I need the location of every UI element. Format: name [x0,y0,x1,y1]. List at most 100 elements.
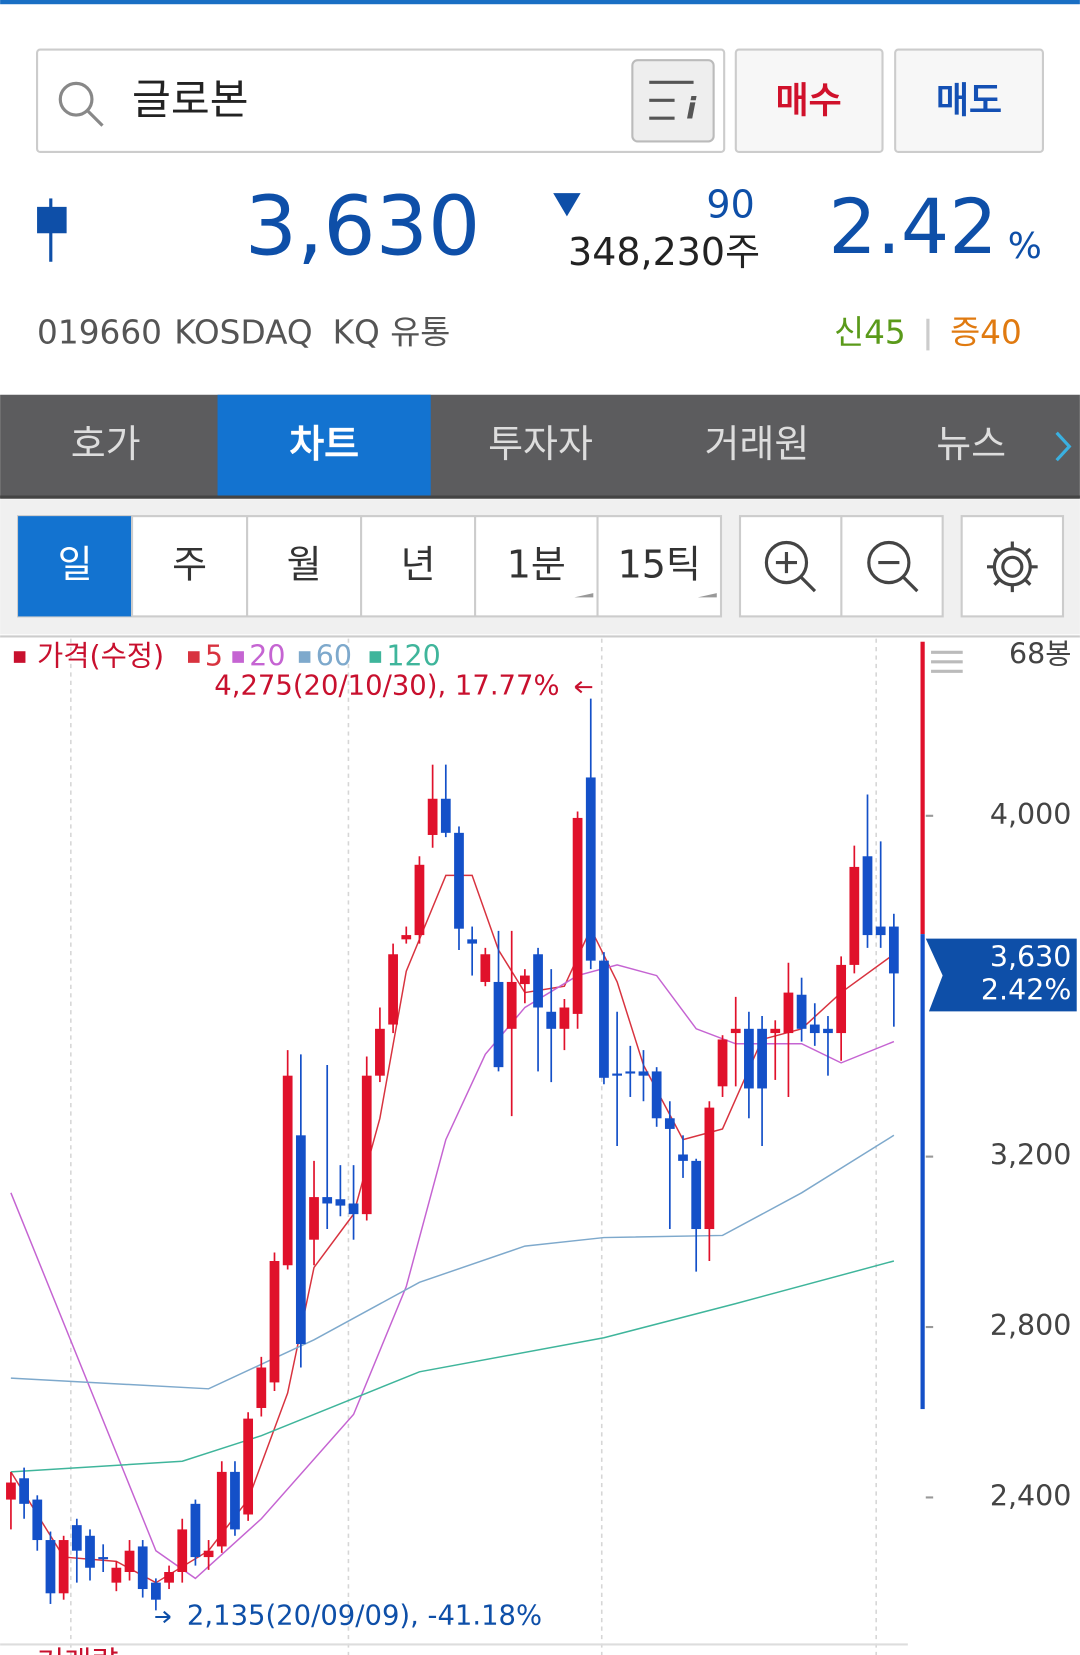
change: 90 [706,182,754,226]
high-arrow [574,681,593,694]
candle-body [875,926,886,936]
candle-body [71,1525,82,1551]
period[interactable]: 주 [172,542,207,586]
rate-unit: % [1008,226,1042,267]
candle-body [625,1071,636,1074]
tab-bar [0,394,1080,499]
candle-body [493,981,504,1068]
legend-swatch [369,651,382,663]
price: 3,630 [245,180,481,275]
bar-count: 68봉 [1009,637,1071,670]
candle-body [256,1367,267,1408]
settings-button[interactable] [960,515,1065,618]
candle-body [757,1028,767,1089]
candle-body [717,1039,728,1087]
tab[interactable]: 호가 [71,422,141,466]
candle-body [888,926,899,974]
candle-body [269,1260,280,1383]
candle-body [730,1028,741,1034]
buy-label: 매수 [776,80,842,121]
period[interactable]: 15틱 [618,542,701,586]
low-annotation: 2,135(20/09/09), -41.18% [187,1601,542,1632]
candle-body [585,777,596,961]
candle-body [111,1567,122,1583]
legend-label: 60 [316,640,352,673]
period[interactable]: 일 [58,542,93,586]
candle-body [599,960,609,1078]
candle-body [638,1071,649,1076]
candle-body [559,1007,570,1029]
tab[interactable]: 차트 [289,422,359,466]
period[interactable]: 월 [287,542,322,586]
moving-average-line [10,1134,895,1390]
candle-body [388,954,398,1025]
candle-body [85,1535,95,1568]
candle-body [467,939,478,944]
candle-body [546,1011,557,1029]
search-icon [58,81,94,117]
candle-body [216,1471,227,1547]
margin: 증40 [950,314,1022,352]
candle-body [862,856,873,936]
zoom-in-button[interactable] [764,540,817,593]
candle-body [651,1071,662,1119]
settings-icon [986,541,1038,593]
last-rate: 2.42% [981,973,1072,1006]
y-tick-label: 2,400 [990,1479,1072,1512]
candle-body [19,1478,29,1504]
legend-swatch [187,651,200,663]
candle-body [427,798,438,835]
candle-body [678,1154,688,1161]
high-annotation: 4,275(20/10/30), 17.77% [214,671,559,702]
candle-body [691,1160,702,1230]
search-box[interactable] [36,48,726,154]
tab[interactable]: 뉴스 [936,422,1006,466]
menu-icon [649,80,694,120]
candle-body [6,1482,16,1500]
candle-body [744,1028,754,1089]
moving-average-line [10,874,895,1584]
zoom-out-button[interactable] [867,540,919,593]
candle-body [572,817,583,1014]
chart-menu[interactable] [931,650,963,673]
y-tick-label: 2,800 [990,1309,1072,1342]
volume: 348,230주 [568,230,760,274]
candle-body [506,981,517,1029]
range-bar-down [920,934,925,1410]
candle-body [58,1540,69,1594]
candle-icon [37,206,67,234]
tab-selected [217,394,431,499]
candle-body [32,1499,43,1541]
candle-body [137,1546,148,1590]
period[interactable]: 년 [401,542,436,586]
candle-body [98,1557,109,1560]
legend-label: 5 [205,640,223,673]
last-price-tag [925,938,1077,1012]
legend-swatch [298,651,311,663]
legend-price: 가격(수정) [37,640,164,673]
candle-body [519,975,530,985]
candle-body [401,935,412,940]
candle-body [177,1529,188,1573]
sell-button[interactable] [894,48,1044,154]
candle-body [45,1540,56,1594]
candle-body [335,1199,346,1206]
rate: 2.42 [828,182,997,271]
tab-more[interactable] [1055,431,1072,462]
credit: 신45 [834,314,906,352]
last-price: 3,630 [990,941,1072,974]
y-tick-label: 3,200 [990,1139,1072,1172]
candle-body [836,964,847,1034]
tab[interactable]: 투자자 [488,422,593,466]
candle-body [612,1073,622,1076]
candle-body [375,1028,385,1076]
buy-button[interactable] [734,48,884,154]
candle-body [704,1107,715,1230]
tab[interactable]: 거래원 [704,422,809,466]
candle-body [809,1024,820,1034]
legend-swatch [13,651,26,663]
period[interactable]: 1분 [507,542,566,586]
volume-pane-label: 거래량 [37,1645,119,1655]
